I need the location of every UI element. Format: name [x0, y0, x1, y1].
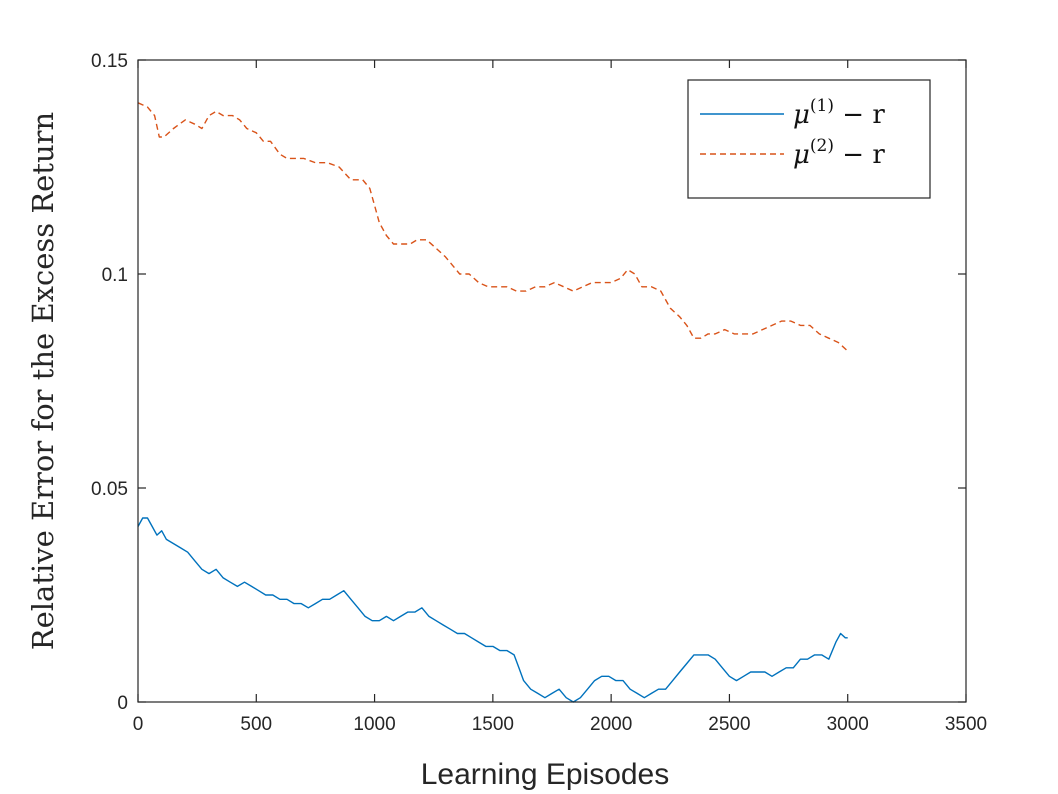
- x-tick-label: 2500: [708, 714, 750, 735]
- legend-label-sup: (2): [810, 136, 834, 156]
- legend-label-base: μ: [793, 100, 810, 130]
- x-tick-label: 1500: [472, 714, 514, 735]
- y-tick-label: 0.1: [102, 265, 128, 286]
- y-tick-label: 0.15: [91, 51, 128, 72]
- legend-label-rest: − r: [834, 100, 885, 130]
- legend-label-2: μ(2) − r: [793, 136, 885, 170]
- series-line-1: [137, 517, 848, 703]
- legend-box: [687, 79, 931, 199]
- x-tick-label: 1000: [353, 714, 395, 735]
- y-axis-label: Relative Error for the Excess Return: [26, 112, 60, 650]
- x-tick-label: 3000: [827, 714, 869, 735]
- legend-label-sup: (1): [810, 96, 834, 116]
- x-tick-label: 0: [133, 714, 144, 735]
- axes-box: [137, 59, 967, 703]
- x-axis-label: Learning Episodes: [421, 758, 670, 791]
- legend-label-1: μ(1) − r: [793, 96, 885, 130]
- axes-layer: [137, 59, 967, 703]
- x-tick-label: 3500: [945, 714, 987, 735]
- legend: μ(1) − rμ(2) − r: [687, 79, 931, 199]
- series-line-2: [137, 102, 849, 352]
- ticks-layer: 0 500 1000 1500 2000 2500 3000 3500 0 0.05 0.1 0.15: [91, 51, 987, 735]
- y-tick-label: 0: [117, 693, 128, 714]
- y-tick-label: 0.05: [91, 479, 128, 500]
- legend-label-base: μ: [793, 140, 810, 170]
- x-tick-label: 2000: [590, 714, 632, 735]
- series-layer: [137, 102, 849, 703]
- legend-entries: μ(1) − rμ(2) − r: [700, 96, 885, 170]
- legend-label-rest: − r: [834, 140, 885, 170]
- x-tick-label: 500: [240, 714, 272, 735]
